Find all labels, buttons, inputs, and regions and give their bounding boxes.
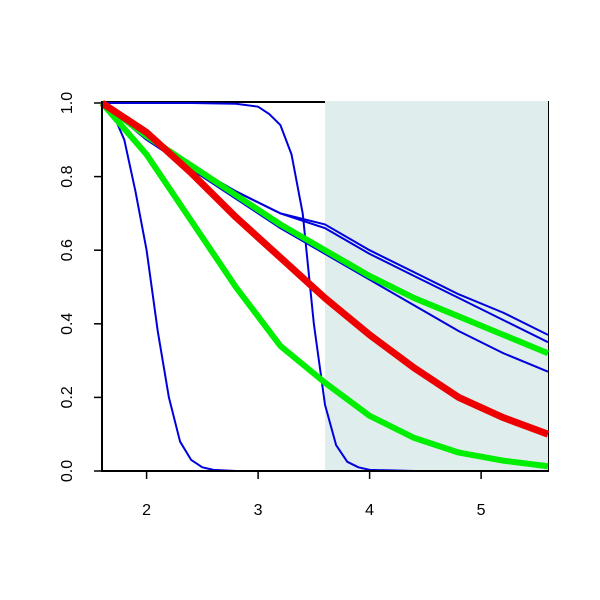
y-tick-label: 0.0 [59,460,76,482]
curve [100,100,550,438]
curve [102,102,548,472]
curve [99,101,549,470]
x-tick-label: 3 [254,502,263,519]
y-tick-label: 0.8 [59,165,76,187]
y-tick-label: 0.6 [59,239,76,261]
y-tick-label: 1.0 [59,92,76,114]
x-tick-label: 2 [142,502,151,519]
x-tick-label: 5 [477,502,486,519]
y-tick-label: 0.2 [59,386,76,408]
x-tick-label: 4 [365,502,374,519]
y-tick-label: 0.4 [59,313,76,335]
